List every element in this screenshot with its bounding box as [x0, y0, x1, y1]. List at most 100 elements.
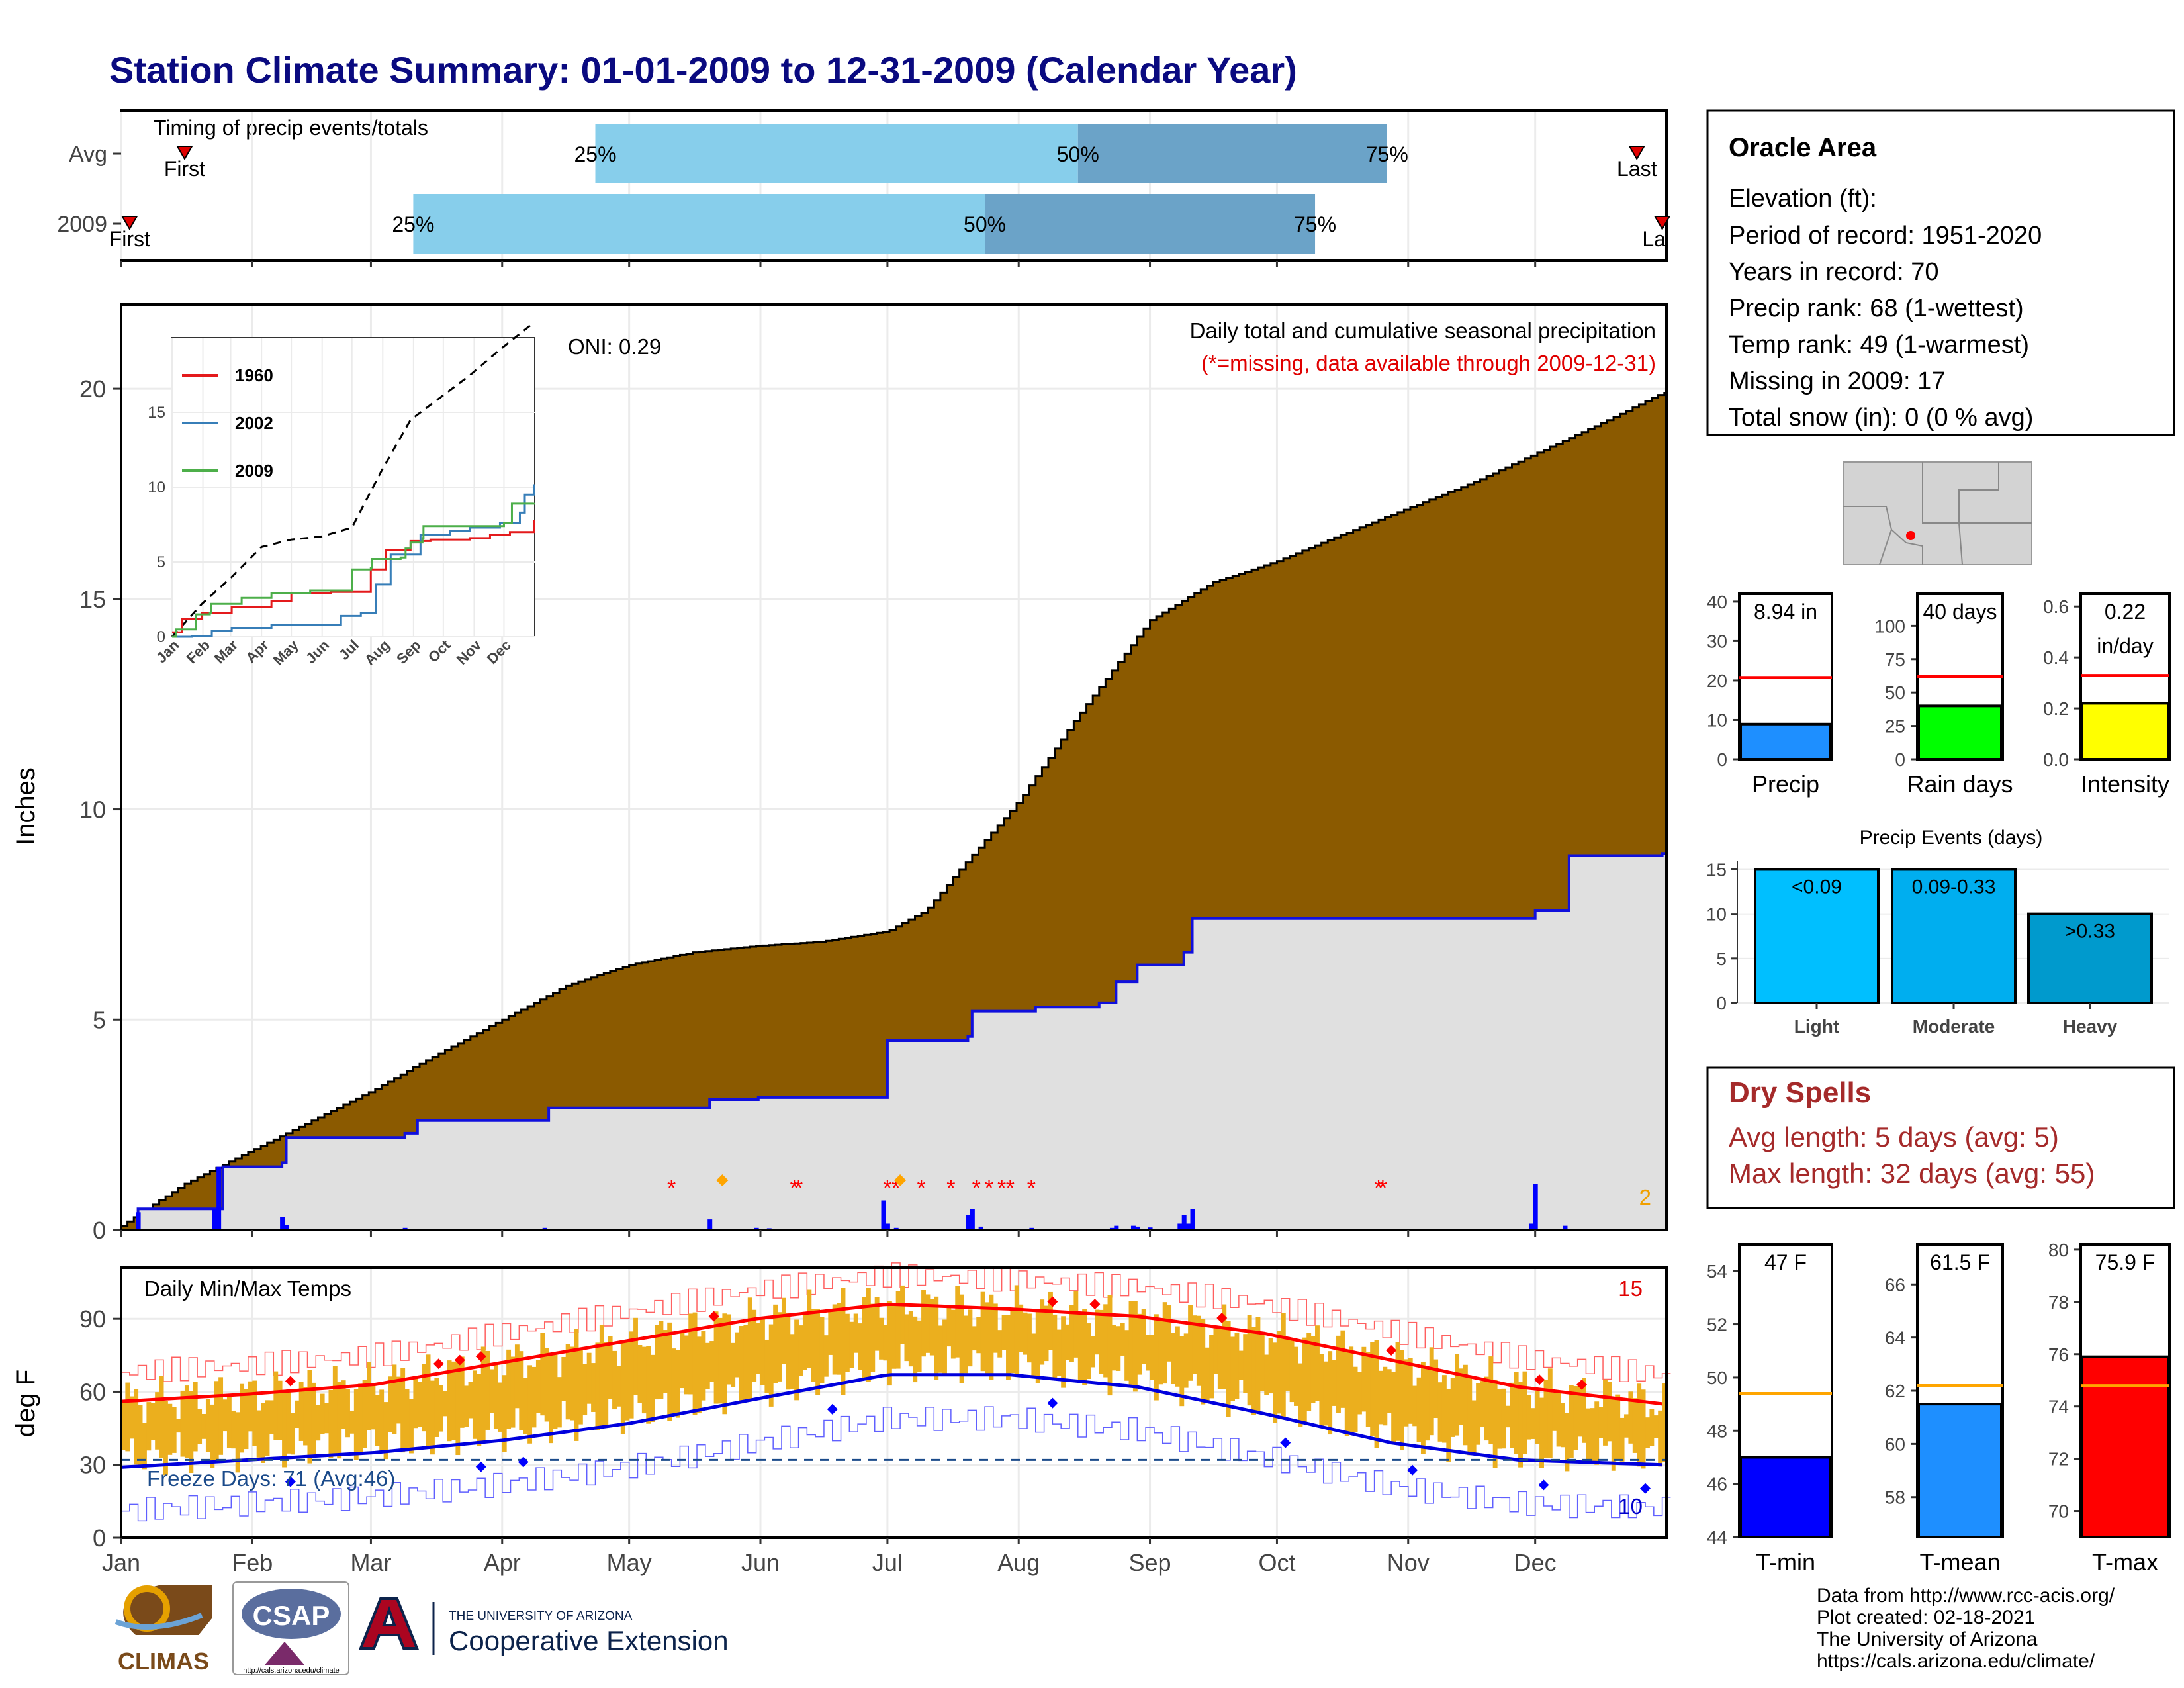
- daily-temp-bar: [608, 1336, 613, 1399]
- daily-temp-bar: [692, 1312, 698, 1415]
- rain-days-y-tick-label: 75: [1885, 649, 1905, 670]
- daily-temp-bar: [1014, 1285, 1019, 1377]
- daily-temp-bar: [1357, 1372, 1362, 1415]
- first-event-marker: [176, 146, 193, 160]
- daily-temp-bar: [823, 1335, 829, 1377]
- daily-temp-bar: [1217, 1327, 1222, 1389]
- daily-temp-bar: [1336, 1335, 1341, 1413]
- tmin-y-tick-label: 54: [1707, 1261, 1727, 1282]
- daily-temp-bar: [1226, 1321, 1231, 1417]
- daily-temp-bar: [574, 1329, 579, 1441]
- daily-temp-bar: [459, 1356, 465, 1428]
- daily-temp-bar: [1302, 1337, 1307, 1424]
- daily-temp-bar: [477, 1374, 482, 1446]
- daily-temp-bar: [1455, 1354, 1460, 1436]
- intensity-y-tick-label: 0.4: [2043, 647, 2069, 668]
- daily-temp-bar: [1586, 1408, 1591, 1462]
- temps-y-tick-label: 90: [79, 1305, 106, 1333]
- daily-temp-bar: [282, 1391, 287, 1468]
- daily-temp-bar: [950, 1309, 956, 1359]
- daily-temp-bar: [1492, 1379, 1498, 1468]
- daily-temp-bar: [430, 1380, 435, 1455]
- record-high-marker: [1047, 1296, 1058, 1307]
- timing-bar-50-75: [985, 194, 1316, 254]
- daily-temp-bar: [1188, 1305, 1193, 1381]
- daily-temp-bar: [549, 1353, 554, 1444]
- daily-temp-bar: [1437, 1382, 1443, 1442]
- daily-temp-bar: [1306, 1333, 1312, 1411]
- record-high-marker: [1386, 1344, 1397, 1356]
- precip-subtitle: (*=missing, data available through 2009-…: [1201, 351, 1656, 375]
- daily-temp-bar: [1598, 1407, 1604, 1438]
- temps-x-tick-label: Dec: [1514, 1549, 1557, 1576]
- daily-temp-bar: [1171, 1333, 1176, 1385]
- daily-temp-bar: [1158, 1320, 1163, 1385]
- daily-temp-bar: [371, 1385, 376, 1430]
- record-high-marker: [708, 1311, 719, 1322]
- timing-label: Timing of precip events/totals: [154, 116, 428, 140]
- station-years: Years in record: 70: [1729, 258, 1939, 286]
- daily-temp-bar: [1323, 1361, 1328, 1426]
- daily-temp-bar: [273, 1371, 279, 1440]
- temps-frame: [120, 1266, 1668, 1539]
- inset-legend-label: 1960: [235, 365, 273, 385]
- daily-temp-bar: [1463, 1364, 1468, 1446]
- daily-temp-bar: [874, 1297, 880, 1351]
- daily-temp-bar: [531, 1366, 537, 1428]
- daily-temp-bar: [527, 1365, 533, 1444]
- daily-temp-bar: [1539, 1397, 1544, 1468]
- daily-temp-bar: [1310, 1336, 1316, 1403]
- daily-temp-bar: [502, 1375, 507, 1452]
- daily-temp-bar: [303, 1387, 308, 1446]
- daily-temp-bar: [1019, 1304, 1024, 1352]
- daily-temp-bar: [964, 1315, 968, 1374]
- daily-temp-bar: [688, 1313, 694, 1395]
- precip-total-value-label: 8.94 in: [1754, 600, 1817, 624]
- precip-title: Daily total and cumulative seasonal prec…: [1190, 318, 1656, 343]
- extreme-max-line: [121, 1262, 1671, 1382]
- precip-y-tick-label: 15: [79, 586, 106, 613]
- daily-temp-bar: [311, 1382, 316, 1456]
- timing-pct-50: 50%: [1057, 142, 1099, 166]
- missing-day-marker: *: [1379, 1176, 1387, 1201]
- daily-temp-bar: [1433, 1359, 1439, 1419]
- daily-temp-bar: [1183, 1333, 1189, 1388]
- daily-temp-bar: [1344, 1350, 1349, 1436]
- daily-precip-bar: [1563, 1225, 1568, 1230]
- daily-temp-bar: [1006, 1315, 1011, 1380]
- daily-temp-bar: [620, 1341, 625, 1434]
- footer-credits: Data from http://www.rcc-acis.org/ Plot …: [1817, 1585, 2115, 1672]
- daily-temp-bar: [1077, 1312, 1083, 1380]
- daily-temp-bar: [1116, 1326, 1121, 1371]
- daily-temp-bar: [993, 1303, 998, 1353]
- daily-temp-bar: [307, 1370, 312, 1464]
- intensity-x-label: Intensity: [2081, 771, 2169, 798]
- daily-temp-bar: [1518, 1382, 1523, 1468]
- daily-temp-bar: [1501, 1388, 1506, 1449]
- daily-temp-bar: [739, 1326, 744, 1404]
- daily-temp-bar: [1086, 1323, 1091, 1379]
- tmin-x-label: T-min: [1756, 1548, 1815, 1575]
- daily-temp-bar: [659, 1321, 664, 1399]
- temps-x-tick-label: Sep: [1129, 1549, 1171, 1576]
- daily-temp-bar: [480, 1346, 486, 1442]
- daily-temp-bar: [396, 1376, 401, 1424]
- intensity-bar: [2081, 702, 2169, 761]
- daily-temp-bar: [1179, 1336, 1185, 1407]
- daily-temp-bar: [455, 1362, 461, 1456]
- daily-temp-bar: [316, 1405, 321, 1441]
- record-low-marker: [285, 1476, 296, 1487]
- daily-temp-bar: [400, 1368, 406, 1453]
- daily-temp-bar: [214, 1381, 219, 1460]
- daily-temp-bar: [756, 1323, 761, 1374]
- daily-temp-bar: [1247, 1315, 1252, 1406]
- precip-y-tick-label: 0: [93, 1217, 106, 1244]
- precip-event-bar: [1891, 868, 2017, 1004]
- record-high-marker: [454, 1354, 465, 1366]
- station-period: Period of record: 1951-2020: [1729, 222, 2042, 250]
- daily-temp-bar: [1285, 1336, 1291, 1391]
- daily-temp-bar: [388, 1376, 392, 1433]
- daily-temp-bar: [972, 1326, 977, 1351]
- daily-temp-bar: [256, 1410, 261, 1458]
- precip-events-chart: Precip Events (days) 0 5 10 15 <0.09 Light 0.0…: [1706, 827, 2169, 1037]
